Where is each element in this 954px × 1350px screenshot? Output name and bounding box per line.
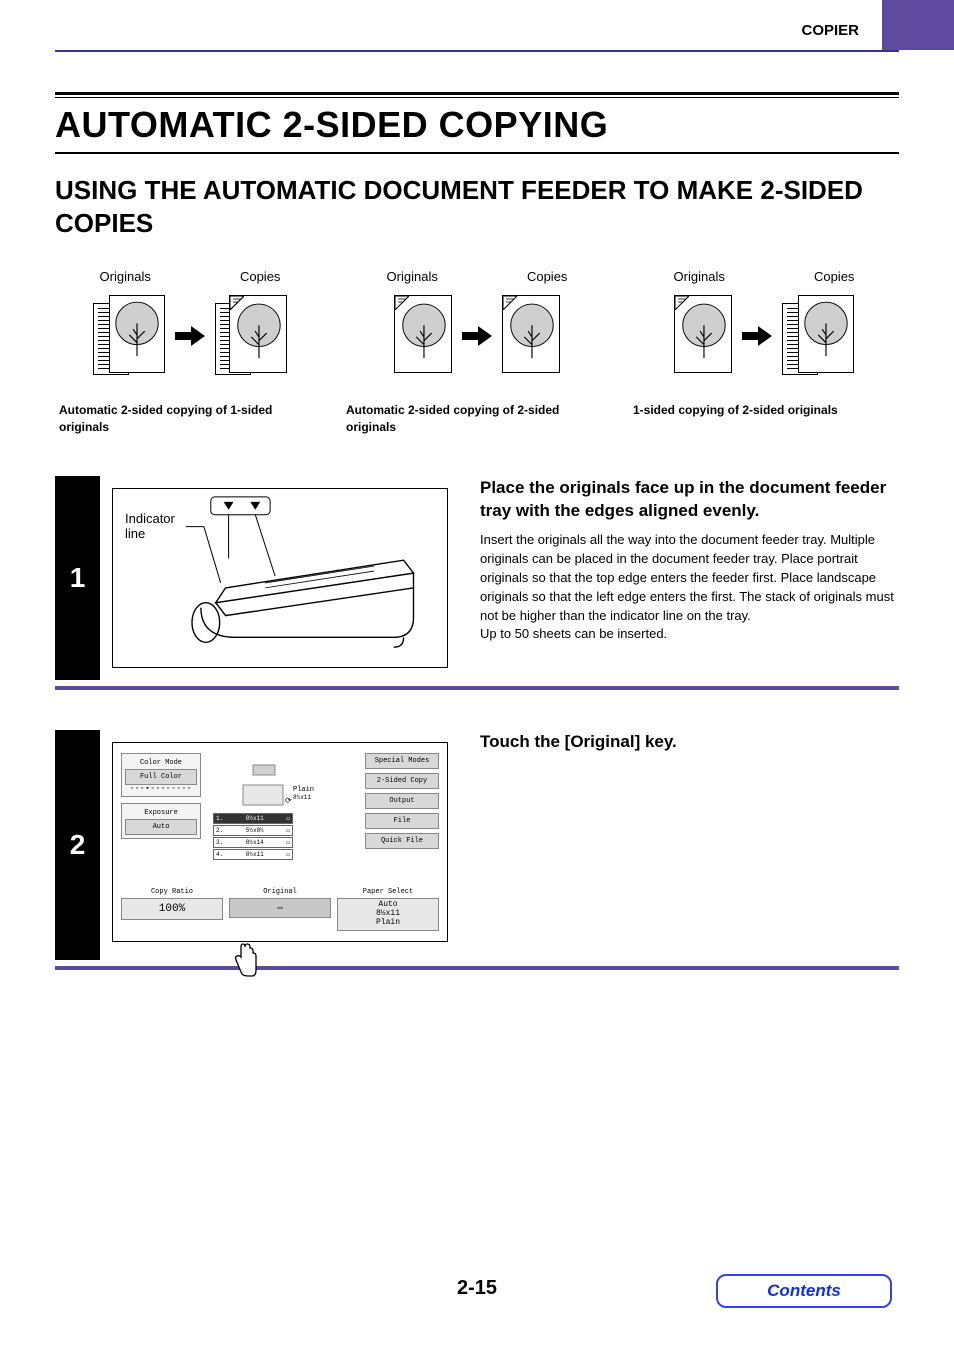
title-top-rule	[55, 92, 899, 98]
arrow-icon	[175, 324, 205, 348]
panel-exposure-button[interactable]: Auto	[125, 819, 197, 835]
panel-copy-ratio-label: Copy Ratio	[121, 886, 223, 898]
panel-2sided-copy-button[interactable]: 2-Sided Copy	[365, 773, 439, 789]
diagram-caption-3: 1-sided copying of 2-sided originals	[629, 402, 899, 419]
panel-color-mode-button[interactable]: Full Color	[125, 769, 197, 785]
page-subtitle: USING THE AUTOMATIC DOCUMENT FEEDER TO M…	[55, 174, 899, 239]
chapter-color-block	[882, 0, 954, 50]
panel-exposure-label: Exposure	[125, 807, 197, 819]
panel-copy-ratio-button[interactable]: 100%	[121, 898, 223, 920]
svg-text:8½x11: 8½x11	[293, 794, 311, 801]
diagram-copies-3	[782, 295, 854, 377]
panel-paper-preview: Plain 8½x11 ⟳	[213, 763, 343, 816]
diagram-row: Originals Copies	[55, 269, 899, 436]
panel-special-modes-button[interactable]: Special Modes	[365, 753, 439, 769]
hand-cursor-icon	[230, 942, 260, 978]
diagram-caption-2: Automatic 2-sided copying of 2-sided ori…	[342, 402, 612, 436]
diagram-originals-3	[674, 295, 732, 377]
contents-button[interactable]: Contents	[716, 1274, 892, 1308]
feeder-illustration: Indicator line	[112, 488, 448, 668]
diagram-copies-2	[502, 295, 560, 377]
panel-color-mode-label: Color Mode	[125, 757, 197, 769]
section-label: COPIER	[801, 22, 859, 39]
panel-tray-list[interactable]: 1.8½x11▭ 2.5½x8½▭ 3.8½x14▭ 4.8½x11▭	[213, 813, 293, 861]
panel-output-button[interactable]: Output	[365, 793, 439, 809]
step-number-2: 2	[55, 821, 100, 869]
panel-paper-select-button[interactable]: Auto 8½x11 Plain	[337, 898, 439, 930]
diagram-label-copies: Copies	[527, 269, 567, 284]
diagram-label-originals: Originals	[100, 269, 151, 284]
step1-title: Place the originals face up in the docum…	[480, 476, 899, 524]
step-number-1: 1	[55, 554, 100, 602]
panel-original-label: Original	[229, 886, 331, 898]
arrow-icon	[462, 324, 492, 348]
diagram-label-originals: Originals	[674, 269, 725, 284]
step1-body: Insert the originals all the way into th…	[480, 531, 899, 644]
panel-quick-file-button[interactable]: Quick File	[365, 833, 439, 849]
diagram-originals-1	[93, 295, 165, 377]
title-bottom-rule	[55, 152, 899, 154]
panel-paper-select-label: Paper Select	[337, 886, 439, 898]
step2-title: Touch the [Original] key.	[480, 730, 899, 754]
svg-text:Plain: Plain	[293, 786, 314, 794]
step-divider	[55, 686, 899, 690]
diagram-label-copies: Copies	[240, 269, 280, 284]
svg-text:⟳: ⟳	[285, 797, 292, 806]
diagram-label-originals: Originals	[387, 269, 438, 284]
step-divider	[55, 966, 899, 970]
diagram-copies-1	[215, 295, 287, 377]
panel-file-button[interactable]: File	[365, 813, 439, 829]
panel-original-button[interactable]: ▭	[229, 898, 331, 918]
header-blue-rule	[55, 50, 899, 52]
diagram-originals-2	[394, 295, 452, 377]
touchscreen-panel: Color Mode Full Color ▫▫▫▪▫▫▫▫▫▫▫▫ Expos…	[112, 742, 448, 942]
page-title: AUTOMATIC 2-SIDED COPYING	[55, 104, 899, 146]
diagram-caption-1: Automatic 2-sided copying of 1-sided ori…	[55, 402, 325, 436]
arrow-icon	[742, 324, 772, 348]
diagram-label-copies: Copies	[814, 269, 854, 284]
